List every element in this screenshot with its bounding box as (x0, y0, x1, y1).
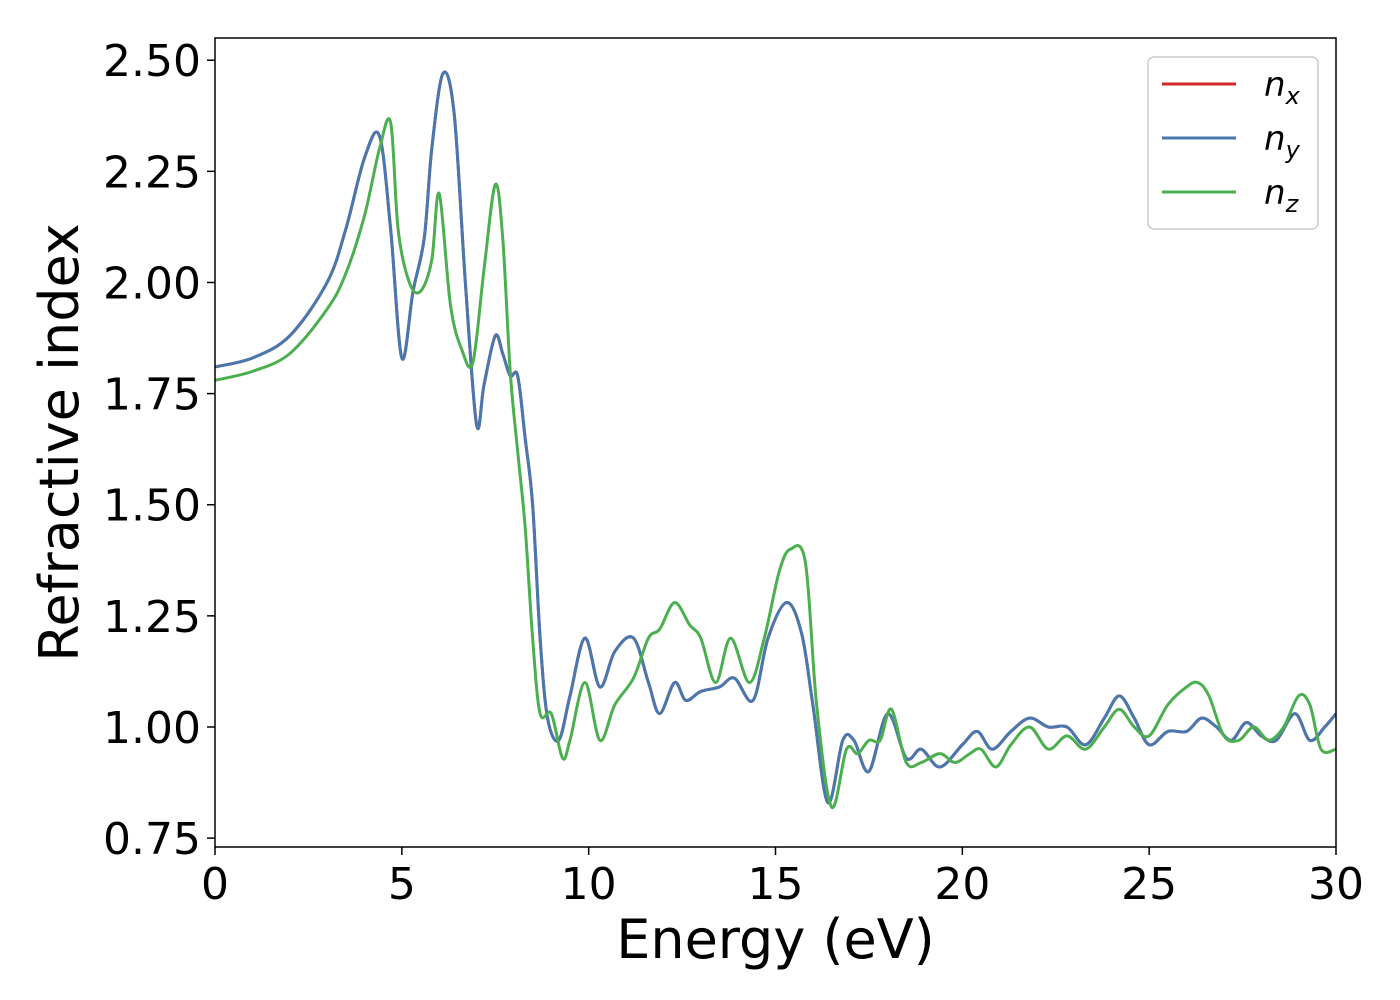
series-layer (215, 70, 1336, 809)
series-line-nz (215, 117, 1336, 809)
y-tick-label: 1.75 (103, 370, 201, 421)
x-tick-label: 5 (388, 859, 416, 910)
y-axis-label: Refractive index (28, 223, 91, 662)
y-tick-label: 0.75 (103, 814, 201, 865)
legend-label-ny: ny (1264, 119, 1301, 164)
legend-label-nz: nz (1264, 173, 1300, 218)
y-tick-label: 2.25 (103, 147, 201, 198)
y-axis-ticks: 0.75 1.00 1.25 1.50 1.75 2.00 2.25 2.50 (103, 36, 215, 865)
series-line-ny (215, 70, 1336, 805)
y-tick-label: 2.50 (103, 36, 201, 87)
y-tick-label: 1.00 (103, 703, 201, 754)
y-tick-label: 1.50 (103, 481, 201, 532)
x-tick-label: 30 (1308, 859, 1364, 910)
legend: nx ny nz (1147, 56, 1319, 230)
legend-box (1147, 56, 1319, 230)
x-tick-label: 15 (748, 859, 804, 910)
x-axis-label: Energy (eV) (616, 908, 935, 971)
y-tick-label: 2.00 (103, 258, 201, 309)
x-tick-label: 25 (1121, 859, 1177, 910)
x-axis-ticks: 0 5 10 15 20 25 30 (201, 847, 1364, 910)
legend-label-nx: nx (1264, 65, 1301, 110)
x-tick-label: 0 (201, 859, 229, 910)
x-tick-label: 20 (934, 859, 990, 910)
y-tick-label: 1.25 (103, 592, 201, 643)
x-tick-label: 10 (561, 859, 617, 910)
